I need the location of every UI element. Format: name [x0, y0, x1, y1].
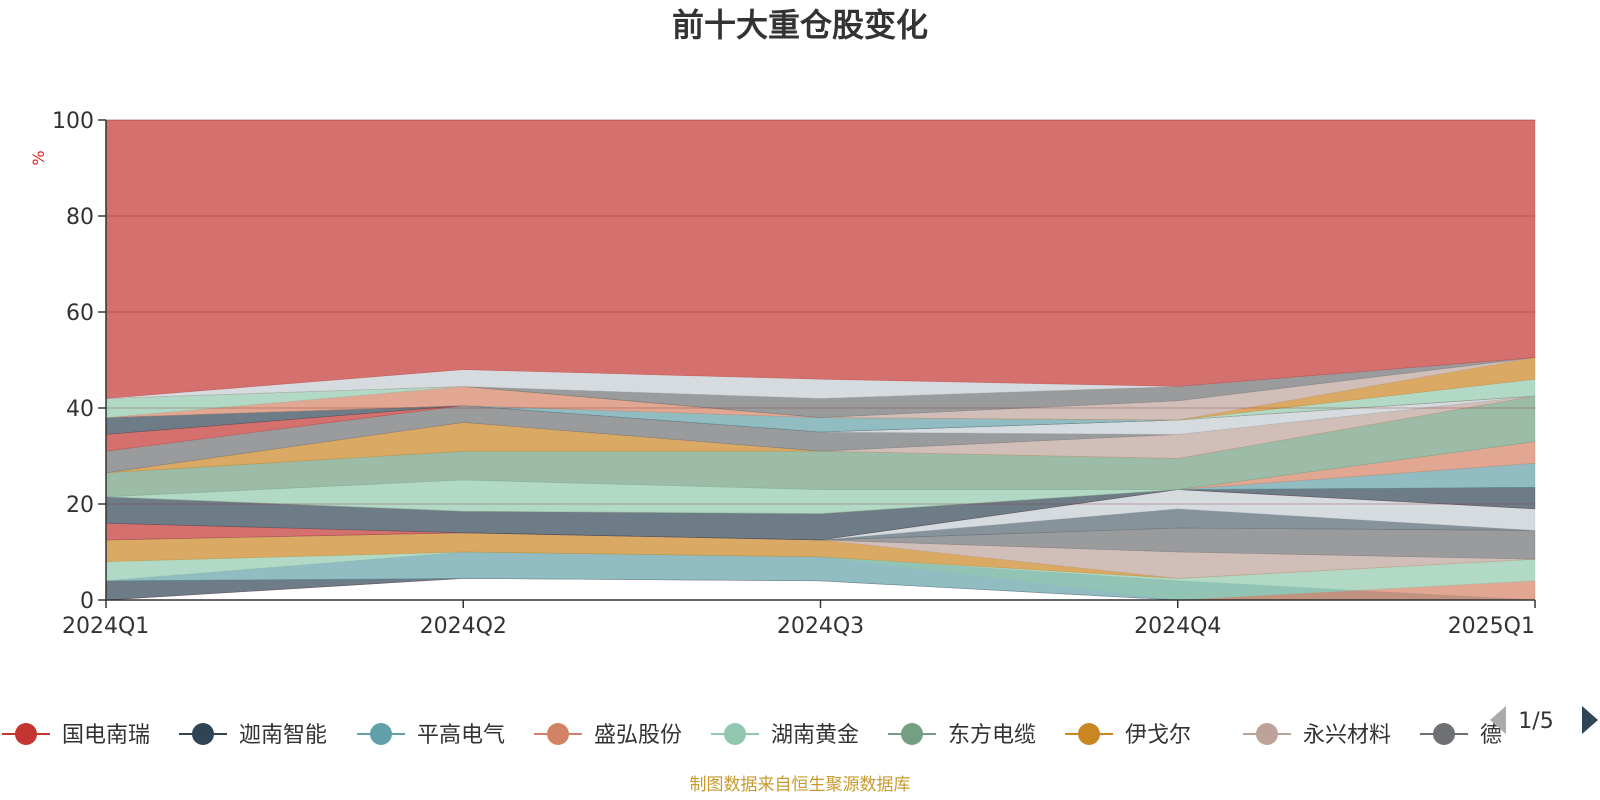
legend-marker-icon — [1078, 723, 1100, 745]
data-source-note: 制图数据来自恒生聚源数据库 — [690, 775, 911, 795]
area-band-30 — [105, 119, 1536, 399]
legend-label: 伊戈尔 — [1125, 723, 1191, 748]
x-tick-label: 2024Q3 — [777, 614, 864, 639]
legend-item[interactable]: 湖南黄金 — [711, 723, 859, 748]
legend-marker-icon — [1256, 723, 1278, 745]
legend-label: 平高电气 — [417, 723, 505, 748]
legend-pager: 1/5 — [1490, 706, 1598, 734]
legend-marker-icon — [192, 723, 214, 745]
legend-next-icon[interactable] — [1582, 706, 1598, 734]
legend-item[interactable]: 永兴材料 — [1243, 723, 1391, 748]
legend-label: 湖南黄金 — [771, 723, 859, 748]
legend-label: 迦南智能 — [239, 723, 327, 748]
legend-prev-icon[interactable] — [1490, 706, 1506, 734]
y-tick-label: 100 — [52, 109, 94, 134]
y-tick-label: 40 — [66, 397, 94, 422]
legend-label: 盛弘股份 — [594, 723, 682, 748]
legend-marker-icon — [15, 723, 37, 745]
legend-item[interactable]: 伊戈尔 — [1065, 723, 1191, 748]
legend-page-indicator: 1/5 — [1518, 709, 1553, 734]
legend-item[interactable]: 盛弘股份 — [534, 723, 682, 748]
x-tick-label: 2024Q4 — [1134, 614, 1221, 639]
y-tick-label: 60 — [66, 301, 94, 326]
legend: 国电南瑞 迦南智能 平高电气 盛弘股份 湖南黄金 东方电缆 伊戈尔 永兴材料 德 — [2, 723, 1502, 748]
y-axis-unit: % — [29, 150, 48, 165]
axes: 0 20 40 60 80 100 2024Q1 2024Q2 2024Q3 2024Q4 2025… — [52, 109, 1536, 639]
legend-item[interactable]: 平高电气 — [357, 723, 505, 748]
legend-marker-icon — [901, 723, 923, 745]
x-tick-label: 2025Q1 — [1448, 614, 1535, 639]
y-tick-label: 0 — [80, 589, 94, 614]
legend-label: 国电南瑞 — [62, 723, 150, 748]
legend-label: 东方电缆 — [948, 723, 1036, 748]
legend-item[interactable]: 迦南智能 — [179, 723, 327, 748]
legend-label: 德 — [1480, 723, 1502, 748]
legend-marker-icon — [370, 723, 392, 745]
y-tick-label: 20 — [66, 493, 94, 518]
legend-marker-icon — [547, 723, 569, 745]
legend-item[interactable]: 德 — [1420, 723, 1502, 748]
x-tick-label: 2024Q2 — [420, 614, 507, 639]
legend-marker-icon — [724, 723, 746, 745]
legend-item[interactable]: 国电南瑞 — [2, 723, 150, 748]
y-tick-label: 80 — [66, 205, 94, 230]
gridlines — [106, 119, 1535, 505]
x-tick-label: 2024Q1 — [62, 614, 149, 639]
chart-title: 前十大重仓股变化 — [672, 6, 928, 44]
legend-marker-icon — [1433, 723, 1455, 745]
legend-label: 永兴材料 — [1303, 723, 1391, 748]
legend-item[interactable]: 东方电缆 — [888, 723, 1036, 748]
area-bands — [105, 119, 1536, 601]
